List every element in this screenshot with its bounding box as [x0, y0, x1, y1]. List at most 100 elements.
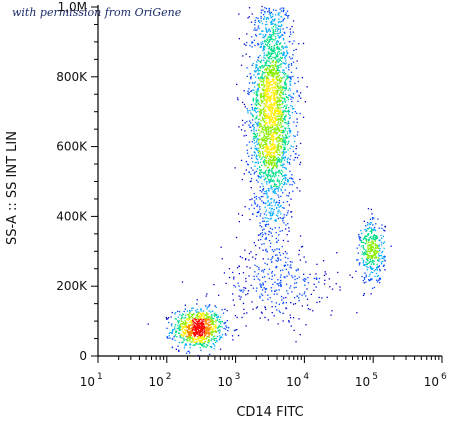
data-point — [265, 64, 268, 66]
data-point — [266, 29, 268, 31]
data-point — [280, 146, 282, 149]
data-point — [280, 259, 282, 261]
data-point — [251, 204, 253, 206]
data-point — [233, 304, 235, 306]
data-point — [277, 76, 280, 78]
data-point — [292, 303, 295, 305]
data-point — [276, 30, 279, 32]
data-point — [265, 101, 268, 103]
data-point — [258, 134, 261, 136]
data-point — [383, 264, 385, 266]
data-point — [249, 73, 251, 75]
data-point — [238, 13, 240, 15]
data-point — [253, 278, 255, 280]
data-point — [280, 49, 282, 51]
data-point — [263, 125, 265, 127]
data-point — [264, 190, 266, 193]
data-point — [258, 20, 260, 22]
data-point — [365, 274, 367, 276]
data-point — [264, 47, 266, 49]
data-point — [278, 113, 280, 115]
data-point — [282, 131, 284, 133]
data-point — [261, 243, 263, 245]
data-point — [363, 248, 365, 250]
data-point — [207, 328, 209, 330]
data-point — [292, 146, 294, 148]
data-point — [270, 175, 272, 177]
data-point — [189, 343, 191, 345]
data-point — [376, 247, 379, 249]
data-point — [289, 132, 291, 134]
data-point — [339, 289, 341, 291]
data-point — [186, 335, 188, 338]
x-tick-label: 10 — [80, 375, 95, 389]
data-point — [180, 328, 182, 331]
data-point — [279, 28, 281, 30]
data-point — [213, 321, 215, 323]
data-point — [283, 62, 285, 64]
data-point — [210, 314, 212, 316]
data-point — [180, 334, 182, 337]
data-point — [260, 158, 262, 160]
data-point — [256, 149, 259, 151]
data-point — [273, 47, 276, 50]
data-point — [189, 352, 191, 354]
data-point — [265, 71, 267, 74]
data-point — [271, 21, 273, 23]
data-point — [264, 149, 266, 151]
data-point — [273, 157, 275, 160]
data-point — [365, 230, 367, 232]
data-point — [203, 325, 206, 327]
data-point — [272, 142, 274, 144]
data-point — [191, 324, 193, 326]
data-point — [289, 77, 292, 79]
data-point — [260, 94, 262, 96]
data-point — [278, 51, 280, 53]
data-point — [267, 173, 269, 175]
data-point — [269, 30, 271, 32]
data-point — [287, 142, 289, 144]
data-point — [288, 35, 291, 38]
data-point — [247, 90, 249, 92]
data-point — [366, 235, 368, 237]
data-point — [254, 76, 257, 78]
data-point — [257, 103, 259, 105]
data-point — [282, 151, 284, 153]
data-point — [377, 259, 379, 261]
data-point — [192, 338, 194, 341]
data-point — [178, 321, 180, 323]
data-point — [275, 164, 277, 166]
data-point — [268, 13, 271, 15]
data-point — [199, 332, 201, 334]
data-point — [259, 208, 261, 210]
data-point — [197, 317, 199, 319]
data-point — [248, 259, 250, 261]
data-point — [213, 317, 215, 320]
data-point — [274, 204, 276, 206]
data-point — [189, 318, 191, 321]
data-point — [201, 329, 203, 332]
data-point — [284, 127, 286, 129]
data-point — [265, 193, 267, 195]
data-point — [285, 84, 288, 86]
data-point — [179, 327, 181, 329]
data-point — [265, 169, 267, 172]
data-point — [265, 163, 268, 165]
data-point — [258, 156, 261, 158]
data-point — [268, 168, 270, 171]
data-point — [251, 119, 254, 121]
data-point — [280, 189, 282, 192]
data-point — [206, 316, 208, 318]
data-point — [280, 42, 282, 44]
data-point — [362, 245, 364, 247]
data-point — [175, 312, 177, 314]
data-point — [337, 271, 339, 274]
data-point — [266, 83, 268, 85]
data-point — [216, 335, 218, 338]
data-point — [260, 176, 262, 179]
data-point — [175, 348, 177, 350]
data-point — [278, 47, 280, 49]
data-point — [282, 9, 284, 11]
data-point — [377, 218, 379, 220]
data-point — [269, 179, 272, 181]
